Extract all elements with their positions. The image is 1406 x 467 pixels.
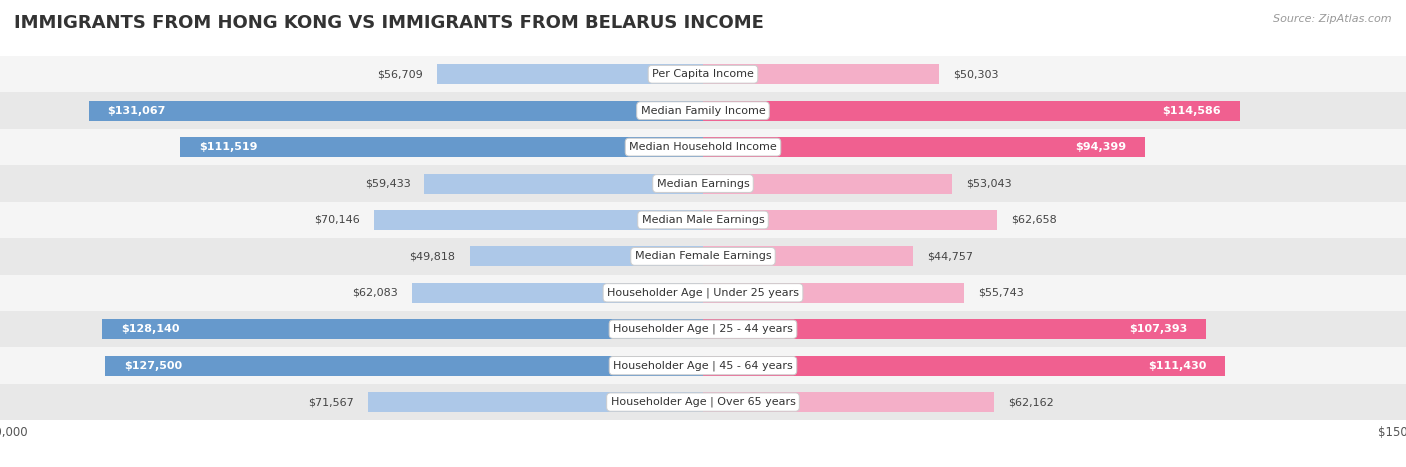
Bar xyxy=(703,283,965,303)
Text: Median Male Earnings: Median Male Earnings xyxy=(641,215,765,225)
Bar xyxy=(703,174,952,193)
Bar xyxy=(0,92,1406,129)
Text: Median Household Income: Median Household Income xyxy=(628,142,778,152)
Text: $111,519: $111,519 xyxy=(200,142,257,152)
Text: $59,433: $59,433 xyxy=(364,178,411,189)
Bar xyxy=(437,64,703,84)
Text: $49,818: $49,818 xyxy=(409,251,456,262)
Bar xyxy=(703,210,997,230)
Text: $44,757: $44,757 xyxy=(927,251,973,262)
Bar xyxy=(703,392,994,412)
Bar xyxy=(703,101,1240,120)
Bar xyxy=(367,392,703,412)
Bar xyxy=(0,56,1406,92)
Bar xyxy=(0,347,1406,384)
Bar xyxy=(0,238,1406,275)
Bar xyxy=(703,247,912,266)
Bar xyxy=(412,283,703,303)
Bar xyxy=(374,210,703,230)
Text: $53,043: $53,043 xyxy=(966,178,1011,189)
Bar xyxy=(0,129,1406,165)
Text: $111,430: $111,430 xyxy=(1149,361,1206,371)
Text: $127,500: $127,500 xyxy=(124,361,183,371)
Bar xyxy=(0,275,1406,311)
Text: Per Capita Income: Per Capita Income xyxy=(652,69,754,79)
Text: $94,399: $94,399 xyxy=(1076,142,1126,152)
Bar xyxy=(180,137,703,157)
Text: Median Female Earnings: Median Female Earnings xyxy=(634,251,772,262)
Bar xyxy=(703,64,939,84)
Text: $62,658: $62,658 xyxy=(1011,215,1056,225)
Text: $114,586: $114,586 xyxy=(1163,106,1222,116)
Bar xyxy=(0,165,1406,202)
Bar xyxy=(0,311,1406,347)
Bar xyxy=(470,247,703,266)
Text: $62,083: $62,083 xyxy=(353,288,398,298)
Text: $70,146: $70,146 xyxy=(315,215,360,225)
Text: $56,709: $56,709 xyxy=(377,69,423,79)
Text: Householder Age | 45 - 64 years: Householder Age | 45 - 64 years xyxy=(613,361,793,371)
Bar xyxy=(0,202,1406,238)
Text: Householder Age | 25 - 44 years: Householder Age | 25 - 44 years xyxy=(613,324,793,334)
Bar xyxy=(103,319,703,339)
Text: Householder Age | Over 65 years: Householder Age | Over 65 years xyxy=(610,397,796,407)
Text: Median Family Income: Median Family Income xyxy=(641,106,765,116)
Text: Householder Age | Under 25 years: Householder Age | Under 25 years xyxy=(607,288,799,298)
Text: $62,162: $62,162 xyxy=(1008,397,1054,407)
Text: Median Earnings: Median Earnings xyxy=(657,178,749,189)
Text: $71,567: $71,567 xyxy=(308,397,353,407)
Bar xyxy=(703,319,1206,339)
Text: $50,303: $50,303 xyxy=(953,69,998,79)
Text: IMMIGRANTS FROM HONG KONG VS IMMIGRANTS FROM BELARUS INCOME: IMMIGRANTS FROM HONG KONG VS IMMIGRANTS … xyxy=(14,14,763,32)
Bar xyxy=(105,356,703,375)
Bar xyxy=(703,137,1146,157)
Bar xyxy=(89,101,703,120)
Bar xyxy=(703,356,1225,375)
Text: $55,743: $55,743 xyxy=(979,288,1024,298)
Text: $107,393: $107,393 xyxy=(1129,324,1188,334)
Text: $131,067: $131,067 xyxy=(107,106,166,116)
Bar xyxy=(0,384,1406,420)
Text: $128,140: $128,140 xyxy=(121,324,180,334)
Bar xyxy=(425,174,703,193)
Text: Source: ZipAtlas.com: Source: ZipAtlas.com xyxy=(1274,14,1392,24)
